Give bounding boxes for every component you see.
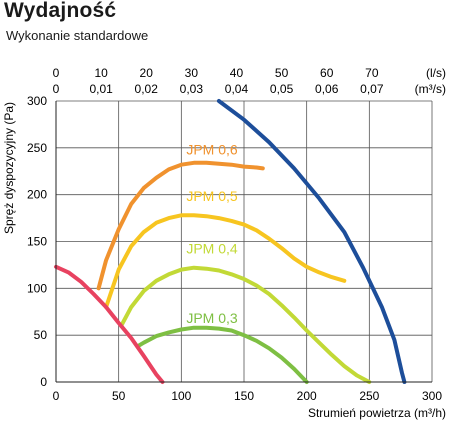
top-tick-label-m3s: 0,02 <box>135 82 159 96</box>
top-tick-label-m3s: 0,06 <box>315 82 339 96</box>
y-tick-label: 50 <box>34 328 48 342</box>
top-tick-label-m3s: 0,04 <box>225 82 249 96</box>
x-tick-label: 250 <box>359 389 379 403</box>
x-tick-label: 0 <box>53 389 60 403</box>
y-tick-label: 200 <box>27 188 47 202</box>
x-tick-label: 50 <box>112 389 126 403</box>
x-tick-label: 200 <box>297 389 317 403</box>
series-line-3 <box>135 325 309 384</box>
top-tick-label-ls: 60 <box>320 66 334 80</box>
x-tick-label: 100 <box>171 389 191 403</box>
top-tick-label-ls: 30 <box>185 66 199 80</box>
series-line-2 <box>119 265 372 384</box>
series-line-0 <box>96 160 265 291</box>
y-axis-label: Spręż dyspozycyjny (Pa) <box>2 102 16 234</box>
top-tick-label-m3s: 0,07 <box>360 82 384 96</box>
x-axis-label: Strumień powietrza (m³/h) <box>308 406 446 420</box>
y-tick-label: 100 <box>27 281 47 295</box>
series-label: JPM 0,5 <box>186 188 238 204</box>
chart-subtitle: Wykonanie standardowe <box>6 28 149 43</box>
top-tick-label-ls: 20 <box>140 66 154 80</box>
y-tick-label: 0 <box>40 375 47 389</box>
series-label: JPM 0,6 <box>186 141 238 157</box>
y-tick-label: 150 <box>27 235 47 249</box>
top-axis-unit-m3s: (m³/s) <box>415 82 446 96</box>
x-tick-label: 300 <box>422 389 442 403</box>
top-tick-label-m3s: 0,03 <box>180 82 204 96</box>
series-line-5 <box>216 99 407 384</box>
top-tick-label-m3s: 0,01 <box>89 82 113 96</box>
top-tick-label-ls: 50 <box>275 66 289 80</box>
chart-title: Wydajność <box>4 0 117 22</box>
series-curves <box>54 99 407 384</box>
series-line-4 <box>54 264 165 384</box>
series-labels: JPM 0,6 JPM 0,5 JPM 0,4 JPM 0,3 <box>186 141 238 326</box>
y-tick-label: 250 <box>27 141 47 155</box>
x-tick-label: 150 <box>234 389 254 403</box>
series-label: JPM 0,4 <box>186 241 238 257</box>
top-tick-label-ls: 40 <box>230 66 244 80</box>
series-line-1 <box>104 213 347 310</box>
top-tick-label-ls: 0 <box>53 66 60 80</box>
series-label: JPM 0,3 <box>186 310 238 326</box>
top-tick-label-ls: 70 <box>365 66 379 80</box>
top-tick-label-m3s: 0,05 <box>270 82 294 96</box>
top-tick-label-m3s: 0 <box>53 82 60 96</box>
y-tick-label: 300 <box>27 94 47 108</box>
top-axis-unit-ls: (l/s) <box>426 66 446 80</box>
top-tick-label-ls: 10 <box>94 66 108 80</box>
